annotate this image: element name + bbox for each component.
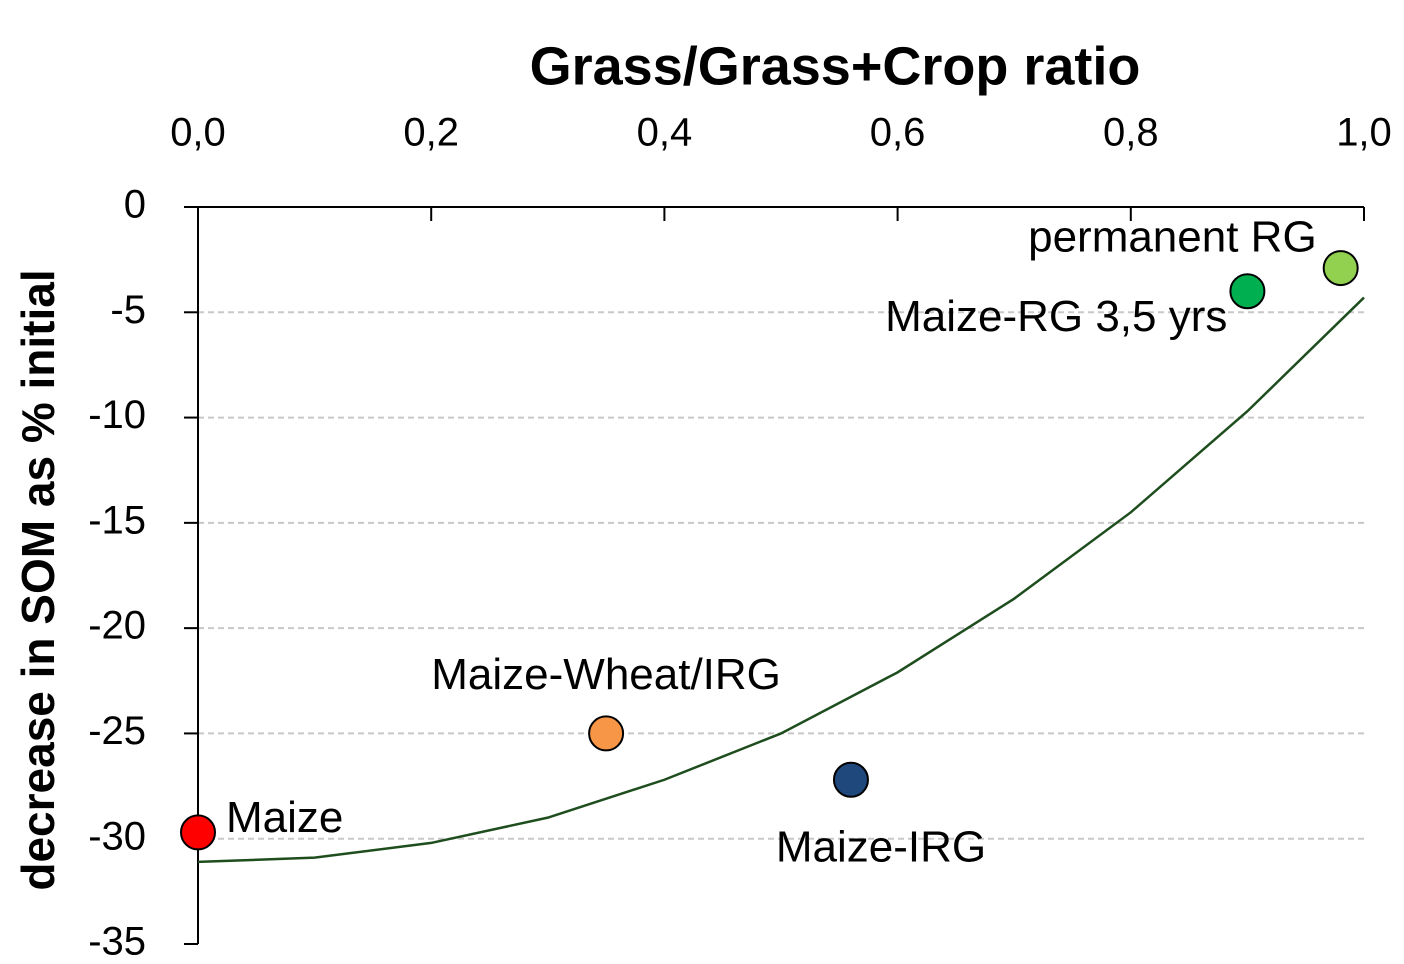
- point: [1322, 250, 1359, 287]
- point-label: Maize-RG 3,5 yrs: [885, 292, 1227, 341]
- y-tick-label: -30: [88, 814, 146, 858]
- x-tick-label: 1,0: [1336, 111, 1392, 155]
- point: [832, 761, 869, 798]
- x-tick-label: 0,8: [1103, 111, 1159, 155]
- y-tick-label: -5: [110, 288, 146, 332]
- chart-title: Grass/Grass+Crop ratio: [530, 36, 1141, 96]
- x-tick-label: 0,4: [637, 111, 693, 155]
- trend-line: [197, 296, 1365, 864]
- point: [588, 715, 625, 752]
- y-tick-label: -20: [88, 604, 146, 648]
- x-tick-label: 0,2: [403, 111, 459, 155]
- point-label: Maize-Wheat/IRG: [431, 650, 781, 699]
- y-tick-label: -25: [88, 709, 146, 753]
- y-tick-label: -15: [88, 498, 146, 542]
- x-tick-label: 0,0: [170, 111, 226, 155]
- point: [180, 814, 216, 851]
- point: [1229, 273, 1266, 310]
- point-label: permanent RG: [1028, 213, 1317, 262]
- y-axis-label: decrease in SOM as % initial: [12, 269, 64, 890]
- x-tick-label: 0,6: [870, 111, 926, 155]
- y-tick-label: -10: [88, 393, 146, 437]
- point-label: Maize-IRG: [776, 822, 986, 871]
- y-tick-label: 0: [124, 183, 146, 227]
- y-tick-label: -35: [88, 920, 146, 964]
- point-label: Maize: [226, 793, 343, 842]
